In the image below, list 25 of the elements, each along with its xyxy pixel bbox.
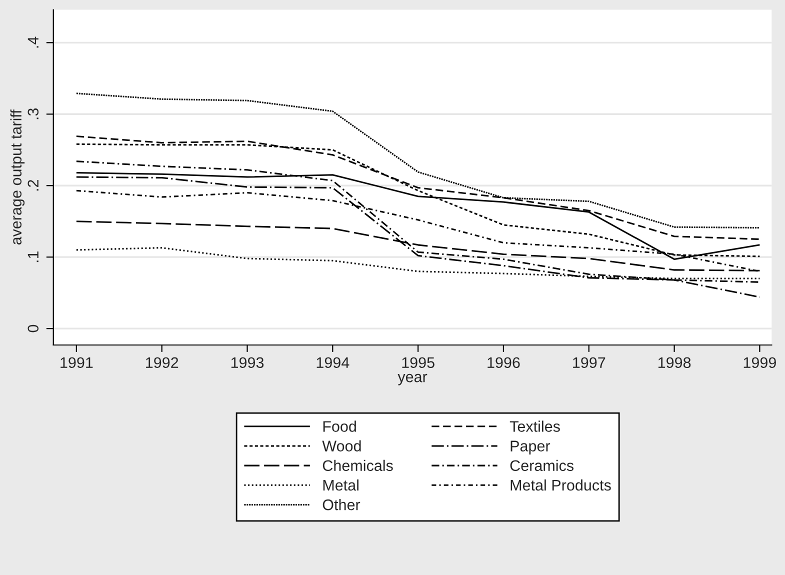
y-tick-label: .3: [28, 108, 39, 120]
legend-label: Metal: [323, 479, 358, 491]
x-tick-label: 1993: [231, 357, 264, 368]
legend-label: Metal Products: [510, 479, 611, 491]
y-tick-label: .1: [28, 251, 38, 262]
legend-label: Food: [323, 420, 356, 432]
x-tick-label: 1997: [573, 357, 606, 368]
x-tick-label: 1992: [146, 357, 178, 368]
x-tick-label: 1998: [658, 357, 691, 368]
y-tick-label: .2: [28, 180, 38, 191]
x-axis-title: year: [398, 374, 428, 386]
legend-label: Wood: [322, 440, 361, 452]
y-tick-label: 0: [28, 324, 39, 332]
y-axis-title: average output tariff: [10, 110, 25, 245]
y-tick-label: .4: [28, 36, 38, 48]
x-tick-label: 1994: [316, 357, 350, 368]
legend-label: Other: [322, 499, 360, 510]
x-tick-label: 1999: [744, 357, 776, 368]
legend-label: Chemicals: [322, 460, 393, 472]
x-tick-label: 1995: [402, 357, 434, 368]
x-tick-label: 1996: [488, 357, 520, 368]
legend-label: Ceramics: [510, 460, 574, 472]
legend-label: Paper: [510, 440, 550, 454]
legend-label: Textiles: [510, 420, 560, 432]
x-tick-label: 1991: [60, 357, 93, 368]
